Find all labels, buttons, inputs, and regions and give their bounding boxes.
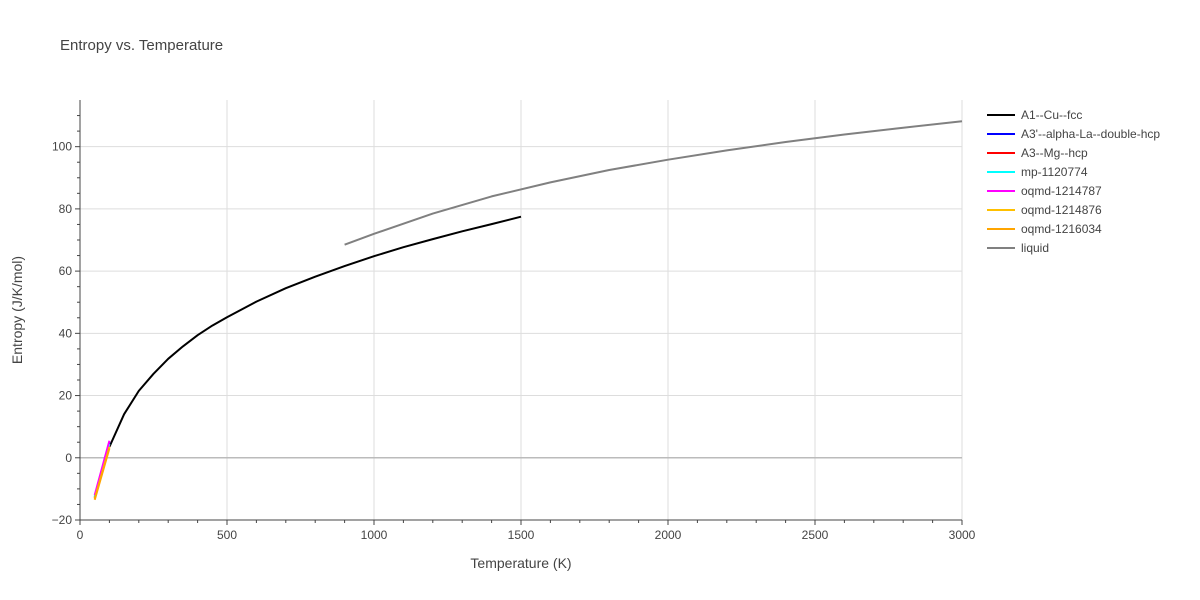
y-tick-label: 100 <box>52 140 72 154</box>
x-tick-label: 1000 <box>361 528 388 542</box>
legend-item[interactable]: oqmd-1216034 <box>987 222 1102 236</box>
series-line-a1-cu-fcc <box>108 215 522 448</box>
plot-area <box>93 120 963 501</box>
legend[interactable]: A1--Cu--fcc A3'--alpha-La--double-hcp A3--… <box>987 108 1160 255</box>
legend-item[interactable]: A3'--alpha-La--double-hcp <box>987 127 1160 141</box>
x-axis-title: Temperature (K) <box>470 555 571 571</box>
series-line-oqmd-1214787 <box>93 440 111 496</box>
legend-label: mp-1120774 <box>1021 165 1088 179</box>
axes <box>75 100 963 525</box>
legend-label: liquid <box>1021 241 1049 255</box>
legend-item[interactable]: A3--Mg--hcp <box>987 146 1088 160</box>
x-tick-label: 500 <box>217 528 237 542</box>
y-tick-label: −20 <box>52 513 73 527</box>
x-tick-label: 2000 <box>655 528 682 542</box>
y-tick-label: 0 <box>65 451 72 465</box>
legend-label: oqmd-1214787 <box>1021 184 1102 198</box>
y-tick-label: 80 <box>59 202 73 216</box>
legend-item[interactable]: liquid <box>987 241 1049 255</box>
tick-labels: 0 500 1000 1500 2000 2500 3000 −20 0 20 40 60 80 100 <box>52 140 976 542</box>
y-tick-label: 20 <box>59 389 73 403</box>
y-tick-label: 60 <box>59 264 73 278</box>
legend-item[interactable]: oqmd-1214787 <box>987 184 1102 198</box>
legend-item[interactable]: A1--Cu--fcc <box>987 108 1082 122</box>
y-axis-title: Entropy (J/K/mol) <box>9 256 25 364</box>
legend-item[interactable]: mp-1120774 <box>987 165 1088 179</box>
legend-label: A1--Cu--fcc <box>1021 108 1082 122</box>
grid-lines <box>80 100 963 521</box>
legend-label: A3'--alpha-La--double-hcp <box>1021 127 1160 141</box>
chart-title: Entropy vs. Temperature <box>60 37 223 54</box>
legend-label: oqmd-1216034 <box>1021 222 1102 236</box>
x-tick-label: 1500 <box>508 528 535 542</box>
legend-label: A3--Mg--hcp <box>1021 146 1088 160</box>
legend-label: oqmd-1214876 <box>1021 203 1102 217</box>
series-line-liquid <box>344 120 963 246</box>
y-tick-label: 40 <box>59 326 73 340</box>
x-tick-label: 2500 <box>802 528 829 542</box>
series-line-oqmd-1216034 <box>93 448 111 501</box>
x-tick-label: 0 <box>77 528 84 542</box>
x-tick-label: 3000 <box>949 528 976 542</box>
legend-item[interactable]: oqmd-1214876 <box>987 203 1102 217</box>
